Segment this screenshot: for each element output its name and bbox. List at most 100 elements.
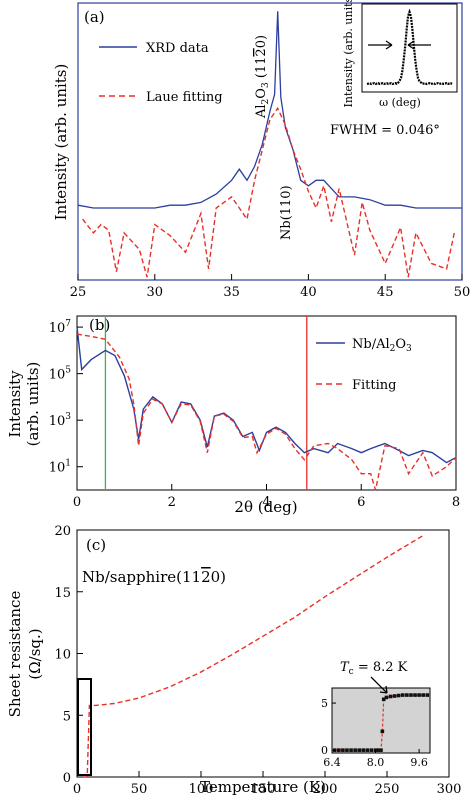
y-tick-label: 105 bbox=[49, 366, 72, 383]
panel-a: (a) 25 30 35 40 45 50 Intensity (arb. units) … bbox=[52, 0, 470, 300]
y-tick-label: 10 bbox=[54, 648, 71, 663]
x-tick-label: 200 bbox=[313, 782, 338, 797]
panel-b-yticks: 101 103 105 107 bbox=[49, 319, 83, 476]
legend-xrd-label: XRD data bbox=[146, 41, 209, 56]
y-tick-label: 103 bbox=[49, 412, 72, 429]
inset-c-point bbox=[365, 748, 370, 752]
x-tick-label: 0 bbox=[73, 495, 81, 510]
inset-c-point bbox=[413, 693, 417, 697]
series-sheet-resistance-line bbox=[83, 534, 425, 778]
panel-b-ylabel: Intensity (arb. units) bbox=[6, 362, 42, 447]
sample-label: Nb/sapphire(1120) bbox=[82, 568, 226, 586]
x-tick-label: 30 bbox=[147, 285, 164, 300]
series-xrd-data-line bbox=[77, 11, 462, 209]
x-tick-label: 4 bbox=[262, 495, 270, 510]
inset-c-point bbox=[376, 748, 381, 752]
panel-c-yticks: 0 5 10 15 20 bbox=[54, 524, 83, 786]
panel-c-ylabel: Sheet resistance (Ω/sq.) bbox=[6, 591, 44, 718]
x-tick-label: 150 bbox=[251, 782, 276, 797]
x-tick-label: 6 bbox=[357, 495, 365, 510]
inset-a-data bbox=[366, 8, 453, 86]
panel-c-inset: 6.4 8.0 9.6 0 5 Tc = 8.2 K bbox=[321, 660, 431, 769]
panel-c: (c) Nb/sapphire(1120) 0 50 100 150 200 250 300… bbox=[6, 524, 461, 797]
x-tick-label: 40 bbox=[300, 285, 317, 300]
inset-c-point bbox=[380, 729, 385, 734]
tc-arrow bbox=[370, 676, 388, 694]
x-tick-label: 0 bbox=[73, 782, 81, 797]
nb110-peak-label: Nb(110) bbox=[279, 185, 294, 240]
x-tick-label: 35 bbox=[223, 285, 240, 300]
y-tick-label: 107 bbox=[49, 319, 72, 336]
series-fitting-line bbox=[76, 333, 457, 491]
inset-x-tick-label: 8.0 bbox=[367, 756, 385, 769]
tc-subscript: c bbox=[349, 667, 354, 677]
inset-c-point bbox=[379, 748, 383, 752]
svg-text:Al2O3 (1120): Al2O3 (1120) bbox=[254, 35, 271, 119]
inset-x-tick-label: 6.4 bbox=[323, 756, 341, 769]
inset-y-tick-label: 5 bbox=[321, 697, 328, 710]
inset-c-point bbox=[361, 748, 366, 752]
inset-c-frame bbox=[331, 687, 431, 754]
legend-laue-label: Laue fitting bbox=[146, 90, 223, 105]
inset-c-point bbox=[381, 697, 386, 702]
panel-a-xticks: 25 30 35 40 45 50 bbox=[70, 274, 471, 300]
panel-b: (b) 0 2 4 6 8 101 103 105 107 2θ (deg) Intensit… bbox=[6, 315, 460, 516]
y-tick-label: 15 bbox=[54, 586, 71, 601]
inset-a-xlabel: ω (deg) bbox=[379, 96, 421, 109]
panel-a-data bbox=[77, 11, 462, 278]
inset-c-point bbox=[384, 695, 389, 700]
panel-c-label: (c) bbox=[86, 536, 106, 554]
inset-c-point bbox=[405, 693, 409, 697]
inset-c-point bbox=[388, 694, 393, 699]
svg-text:(arb. units): (arb. units) bbox=[24, 362, 42, 447]
y-tick-label: 101 bbox=[49, 459, 71, 476]
panel-c-xticks: 0 50 100 150 200 250 300 bbox=[73, 771, 461, 797]
tc-value: = 8.2 K bbox=[354, 660, 408, 675]
transition-highlight-box bbox=[77, 678, 92, 776]
inset-c-point bbox=[369, 748, 374, 752]
inset-a-frame bbox=[361, 3, 458, 93]
svg-text:Intensity: Intensity bbox=[6, 370, 24, 438]
inset-a-ylabel: Intensity (arb. units) bbox=[342, 0, 355, 107]
svg-text:(Ω/sq.): (Ω/sq.) bbox=[26, 628, 44, 679]
legend-fitting-label: Fitting bbox=[352, 378, 396, 393]
panel-c-data bbox=[83, 534, 425, 778]
panel-b-xticks: 0 2 4 6 8 bbox=[73, 484, 460, 510]
svg-text:Sheet resistance: Sheet resistance bbox=[6, 591, 24, 718]
inset-c-point bbox=[425, 693, 430, 697]
fwhm-label: FWHM = 0.046° bbox=[330, 123, 440, 138]
inset-c-point bbox=[409, 693, 413, 697]
panel-a-inset: ω (deg) Intensity (arb. units) bbox=[342, 0, 458, 109]
x-tick-label: 50 bbox=[454, 285, 471, 300]
series-laue-fitting-line bbox=[82, 106, 455, 278]
inset-c-point bbox=[337, 748, 341, 752]
inset-c-data bbox=[332, 693, 430, 752]
inset-c-point bbox=[417, 693, 421, 697]
x-tick-label: 25 bbox=[70, 285, 87, 300]
y-tick-label: 20 bbox=[54, 524, 71, 539]
inset-c-point bbox=[341, 748, 345, 752]
panel-c-xlabel: Temperature (K) bbox=[200, 778, 326, 796]
tc-label: Tc = 8.2 K bbox=[340, 660, 408, 677]
al2o3-peak-label: Al2O3 (1120) bbox=[254, 35, 271, 119]
x-tick-label: 100 bbox=[189, 782, 214, 797]
inset-c-point bbox=[353, 748, 357, 752]
tc-symbol: T bbox=[340, 660, 350, 675]
inset-c-ticks: 6.4 8.0 9.6 0 5 bbox=[321, 697, 428, 769]
x-tick-label: 2 bbox=[168, 495, 176, 510]
inset-y-tick-label: 0 bbox=[321, 744, 328, 757]
inset-c-point bbox=[421, 693, 425, 697]
fwhm-arrow-right bbox=[407, 40, 431, 50]
fwhm-arrow-left bbox=[368, 40, 393, 50]
inset-x-tick-label: 9.6 bbox=[410, 756, 428, 769]
inset-c-point bbox=[345, 748, 349, 752]
inset-c-point bbox=[400, 693, 405, 697]
inset-c-point bbox=[396, 693, 401, 698]
panel-a-ylabel: Intensity (arb. units) bbox=[52, 64, 70, 221]
panel-b-xlabel: 2θ (deg) bbox=[234, 498, 297, 516]
y-tick-label: 0 bbox=[63, 771, 71, 786]
inset-c-point bbox=[357, 748, 362, 752]
panel-b-data bbox=[76, 316, 457, 491]
x-tick-label: 8 bbox=[452, 495, 460, 510]
